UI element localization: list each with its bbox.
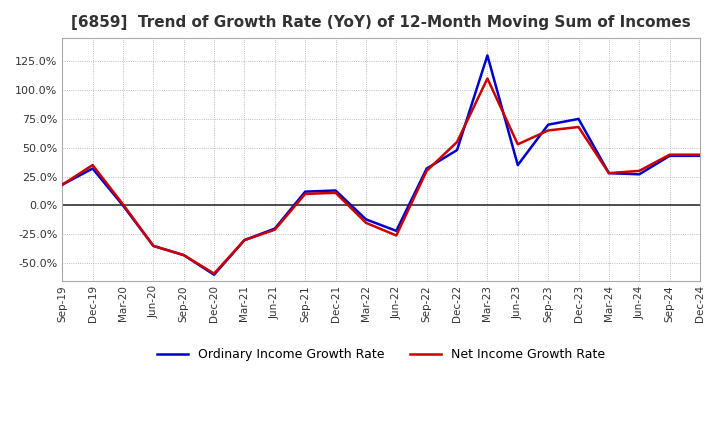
Ordinary Income Growth Rate <box>453 147 462 153</box>
Net Income Growth Rate <box>361 220 370 225</box>
Ordinary Income Growth Rate <box>544 122 552 127</box>
Ordinary Income Growth Rate <box>575 116 583 121</box>
Net Income Growth Rate <box>696 152 704 158</box>
Net Income Growth Rate <box>210 271 218 276</box>
Net Income Growth Rate <box>605 171 613 176</box>
Net Income Growth Rate <box>453 139 462 145</box>
Net Income Growth Rate <box>635 168 644 173</box>
Line: Ordinary Income Growth Rate: Ordinary Income Growth Rate <box>62 55 700 275</box>
Ordinary Income Growth Rate <box>665 153 674 158</box>
Ordinary Income Growth Rate <box>635 172 644 177</box>
Net Income Growth Rate <box>331 190 340 195</box>
Net Income Growth Rate <box>240 238 249 243</box>
Ordinary Income Growth Rate <box>513 162 522 168</box>
Net Income Growth Rate <box>58 182 66 187</box>
Ordinary Income Growth Rate <box>89 166 97 171</box>
Ordinary Income Growth Rate <box>58 182 66 187</box>
Net Income Growth Rate <box>149 243 158 249</box>
Net Income Growth Rate <box>483 76 492 81</box>
Line: Net Income Growth Rate: Net Income Growth Rate <box>62 78 700 274</box>
Ordinary Income Growth Rate <box>301 189 310 194</box>
Title: [6859]  Trend of Growth Rate (YoY) of 12-Month Moving Sum of Incomes: [6859] Trend of Growth Rate (YoY) of 12-… <box>71 15 691 30</box>
Ordinary Income Growth Rate <box>240 238 249 243</box>
Ordinary Income Growth Rate <box>271 226 279 231</box>
Net Income Growth Rate <box>301 191 310 197</box>
Ordinary Income Growth Rate <box>179 253 188 258</box>
Ordinary Income Growth Rate <box>361 216 370 222</box>
Net Income Growth Rate <box>179 253 188 258</box>
Net Income Growth Rate <box>271 227 279 232</box>
Ordinary Income Growth Rate <box>331 188 340 193</box>
Ordinary Income Growth Rate <box>119 203 127 208</box>
Net Income Growth Rate <box>392 233 400 238</box>
Ordinary Income Growth Rate <box>696 153 704 158</box>
Ordinary Income Growth Rate <box>483 53 492 58</box>
Ordinary Income Growth Rate <box>149 243 158 249</box>
Legend: Ordinary Income Growth Rate, Net Income Growth Rate: Ordinary Income Growth Rate, Net Income … <box>152 343 610 367</box>
Ordinary Income Growth Rate <box>392 228 400 234</box>
Ordinary Income Growth Rate <box>605 171 613 176</box>
Net Income Growth Rate <box>119 202 127 207</box>
Net Income Growth Rate <box>575 125 583 130</box>
Ordinary Income Growth Rate <box>423 166 431 171</box>
Ordinary Income Growth Rate <box>210 272 218 277</box>
Net Income Growth Rate <box>423 168 431 173</box>
Net Income Growth Rate <box>89 162 97 168</box>
Net Income Growth Rate <box>544 128 552 133</box>
Net Income Growth Rate <box>513 142 522 147</box>
Net Income Growth Rate <box>665 152 674 158</box>
